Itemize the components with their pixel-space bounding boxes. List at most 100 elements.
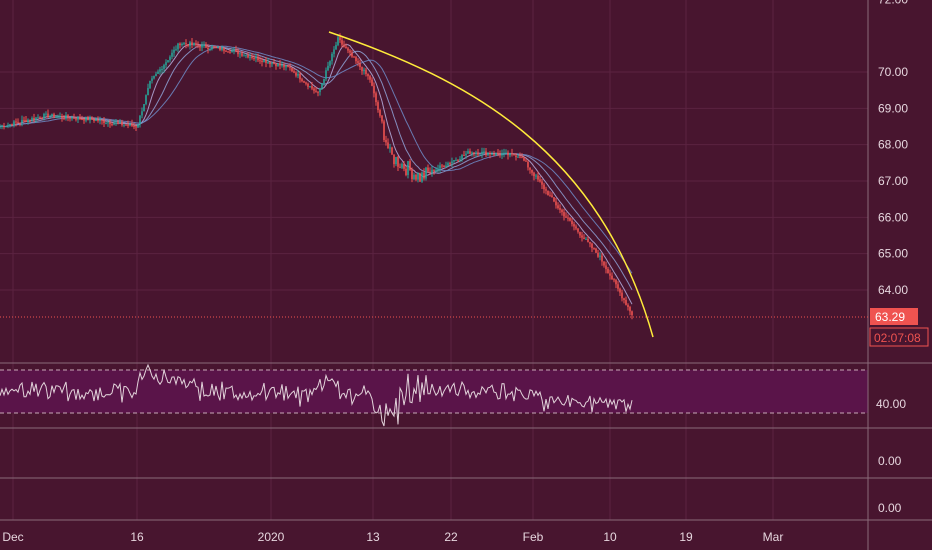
candle-body	[177, 43, 179, 50]
candle-body	[593, 248, 595, 250]
candle-body	[589, 242, 591, 244]
candle-body	[241, 53, 243, 56]
candle-body	[19, 122, 21, 124]
candle-body	[533, 172, 535, 177]
candle-body	[435, 169, 437, 172]
candle-body	[117, 122, 119, 124]
candle-body	[7, 124, 9, 127]
candle-body	[307, 83, 309, 87]
candle-body	[515, 155, 517, 158]
candle-body	[341, 40, 343, 45]
candle-body	[519, 156, 521, 158]
candle-body	[511, 152, 513, 154]
candle-body	[107, 122, 109, 124]
candle-body	[327, 65, 329, 71]
grid	[0, 0, 868, 520]
y-tick-label: 64.00	[878, 283, 908, 297]
candle-body	[263, 59, 265, 63]
candle-body	[249, 56, 251, 58]
candle-body	[151, 78, 153, 81]
candle-body	[53, 114, 55, 118]
candle-body	[351, 52, 353, 57]
candle-body	[597, 252, 599, 257]
candle-body	[623, 298, 625, 301]
price-axis[interactable]: 72.00 70.00 69.00 68.00 67.00 66.00 65.00 64.00	[878, 0, 908, 297]
candle-body	[443, 165, 445, 167]
candle-body	[293, 71, 295, 73]
candle-body	[491, 154, 493, 156]
candle-body	[401, 163, 403, 168]
candle-body	[525, 160, 527, 162]
candle-body	[599, 255, 601, 257]
candle-body	[265, 59, 267, 63]
candle-body	[617, 284, 619, 289]
candle-body	[457, 159, 459, 161]
candle-body	[361, 67, 363, 72]
candle-body	[389, 147, 391, 149]
candle-body	[217, 46, 219, 48]
candle-body	[359, 62, 361, 68]
candle-body	[163, 65, 165, 69]
candle-body	[437, 168, 439, 170]
candle-body	[395, 157, 397, 165]
candle-body	[283, 64, 285, 68]
candle-body	[173, 49, 175, 53]
candle-body	[165, 62, 167, 66]
candle-body	[199, 45, 201, 48]
candle-body	[557, 205, 559, 209]
candle-body	[393, 154, 395, 165]
candle-body	[585, 238, 587, 240]
candle-body	[569, 218, 571, 221]
candle-body	[89, 117, 91, 121]
candle-body	[157, 71, 159, 74]
candle-body	[523, 157, 525, 161]
x-tick-label: 10	[603, 530, 617, 544]
candle-body	[143, 104, 145, 112]
candle-body	[581, 235, 583, 238]
candle-body	[345, 46, 347, 49]
trendline[interactable]	[328, 31, 654, 338]
candle-body	[473, 152, 475, 154]
candle-body	[131, 123, 133, 126]
candle-body	[35, 117, 37, 120]
candle-body	[141, 111, 143, 116]
candle-body	[349, 50, 351, 53]
candle-body	[79, 117, 81, 120]
candle-body	[209, 48, 211, 50]
candle-body	[521, 157, 523, 159]
y-tick-label: 65.00	[878, 247, 908, 261]
candle-body	[187, 44, 189, 46]
candle-body	[297, 73, 299, 76]
candle-body	[631, 311, 633, 316]
candle-body	[477, 152, 479, 155]
candle-body	[315, 90, 317, 92]
candle-body	[485, 151, 487, 156]
candle-body	[535, 175, 537, 177]
candle-body	[261, 60, 263, 63]
time-axis[interactable]: Dec 16 2020 13 22 Feb 10 19 Mar	[2, 530, 783, 544]
candle-body	[175, 49, 177, 51]
candle-body	[321, 83, 323, 89]
candle-body	[425, 167, 427, 179]
candle-body	[493, 154, 495, 156]
candle-body	[451, 161, 453, 164]
candle-body	[433, 169, 435, 172]
candle-body	[467, 151, 469, 154]
y-tick-label: 66.00	[878, 210, 908, 224]
x-tick-label: 13	[366, 530, 380, 544]
candle-body	[211, 46, 213, 49]
candle-body	[333, 49, 335, 54]
candle-body	[237, 50, 239, 55]
candle-body	[501, 153, 503, 156]
candle-body	[541, 181, 543, 185]
candle-body	[121, 121, 123, 125]
candle-body	[291, 67, 293, 72]
candle-body	[601, 255, 603, 262]
candle-body	[59, 116, 61, 118]
candle-body	[407, 161, 409, 176]
candle-body	[15, 121, 17, 123]
candle-body	[275, 63, 277, 67]
candle-body	[449, 163, 451, 165]
candle-body	[503, 152, 505, 154]
